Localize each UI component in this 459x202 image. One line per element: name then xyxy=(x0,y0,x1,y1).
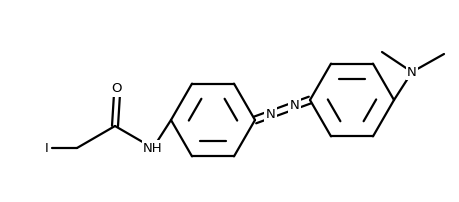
Text: N: N xyxy=(406,65,416,79)
Text: N: N xyxy=(265,108,274,121)
Text: NH: NH xyxy=(143,141,162,155)
Text: O: O xyxy=(112,82,122,96)
Text: N: N xyxy=(289,99,299,112)
Text: I: I xyxy=(45,141,49,155)
